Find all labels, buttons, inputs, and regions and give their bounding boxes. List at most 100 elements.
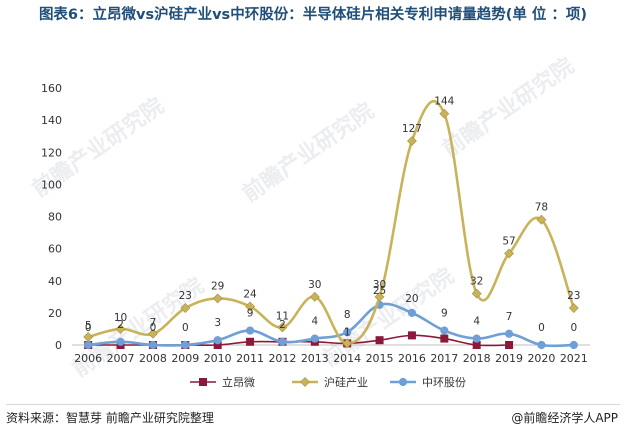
data-point [115,324,126,334]
x-tick-label: 2013 [301,352,329,365]
data-label: 20 [405,293,418,305]
y-tick-label: 20 [48,307,62,320]
data-label: 11 [276,310,289,322]
x-tick-label: 2009 [171,352,199,365]
series-line [86,99,576,345]
y-tick-label: 100 [41,178,62,191]
data-point [504,329,514,338]
data-point [245,326,255,335]
data-label: 23 [567,290,580,302]
data-point [505,341,514,349]
x-tick-label: 2006 [74,352,102,365]
y-tick-label: 160 [41,82,62,95]
brand-credit: @前瞻经济学人APP [511,411,618,425]
data-label: 2 [117,319,124,331]
y-tick-label: 0 [55,339,62,352]
data-label: 9 [441,308,448,320]
data-label: 4 [311,316,318,328]
data-label: 0 [538,322,545,334]
data-point [472,334,481,343]
data-point [310,334,319,343]
data-label: 4 [473,316,480,328]
chart-title: 图表6：立昂微vs沪硅产业vs中环股份：半导体硅片相关专利申请量趋势(单 位 ：… [38,7,588,23]
data-point [84,340,93,350]
data-point [536,214,547,225]
data-label: 0 [570,322,577,334]
data-point [245,301,255,312]
legend-label: 沪硅产业 [324,375,368,389]
data-point [343,328,352,337]
data-point [148,328,158,339]
data-label: 9 [247,308,254,320]
source-note: 资料来源：智慧芽 前瞻产业研究院整理 [6,411,214,425]
data-label: 32 [470,276,483,288]
y-tick-label: 60 [48,243,62,256]
footer-divider [6,404,620,405]
y-tick-label: 120 [41,146,62,159]
data-label: 0 [150,322,157,334]
x-tick-label: 2012 [268,352,296,365]
legend-swatch-marker [199,378,207,386]
x-tick-label: 2014 [333,352,361,365]
data-label: 8 [344,309,351,321]
data-point [342,338,353,349]
data-point [277,322,288,333]
x-tick-label: 2015 [366,352,394,365]
y-tick-label: 40 [48,275,62,288]
data-point [213,336,222,345]
data-label: 0 [182,322,189,334]
data-point [246,337,255,346]
data-point [439,108,450,119]
data-point [440,334,449,343]
x-tick-label: 2007 [107,352,135,365]
data-point [309,291,320,302]
data-point [116,337,125,346]
data-point [471,288,482,299]
x-tick-label: 2016 [398,352,426,365]
data-label: 1 [344,326,351,338]
legend-label: 立昂微 [222,375,255,389]
data-point [375,336,384,345]
data-label: 78 [535,202,548,214]
legend: 立昂微 沪硅产业 中环股份 [190,375,466,389]
data-label: 25 [373,285,386,297]
data-point [407,331,416,340]
data-label: 127 [402,123,422,135]
x-tick-label: 2018 [463,352,491,365]
x-tick-label: 2020 [527,352,555,365]
data-point [537,340,546,350]
data-label: 10 [114,312,127,324]
x-tick-label: 2011 [236,352,264,365]
data-point [440,326,449,335]
data-label: 7 [150,317,157,329]
data-label: 144 [434,96,454,108]
x-tick-label: 2021 [560,352,588,365]
data-label: 57 [502,235,515,247]
data-label: 0 [85,322,92,334]
data-label: 30 [308,279,321,291]
y-tick-label: 140 [41,114,62,127]
data-point [407,308,417,317]
data-point [504,248,514,259]
series-line [86,302,576,348]
data-point [148,340,158,350]
data-point [407,136,417,146]
data-point [278,337,287,346]
x-tick-label: 2008 [139,352,167,365]
data-point [83,332,94,342]
data-label: 5 [85,320,92,332]
data-label: 29 [211,280,224,292]
legend-label: 中环股份 [422,376,466,389]
legend-swatch-marker [398,377,408,387]
y-tick-label: 80 [48,211,62,224]
data-label: 30 [373,279,386,291]
series-lines [83,99,579,350]
data-label: 7 [506,311,513,323]
x-tick-label: 2019 [495,352,523,365]
data-label: 24 [243,288,257,300]
data-label: 2 [279,319,286,331]
data-label: 3 [214,317,221,329]
